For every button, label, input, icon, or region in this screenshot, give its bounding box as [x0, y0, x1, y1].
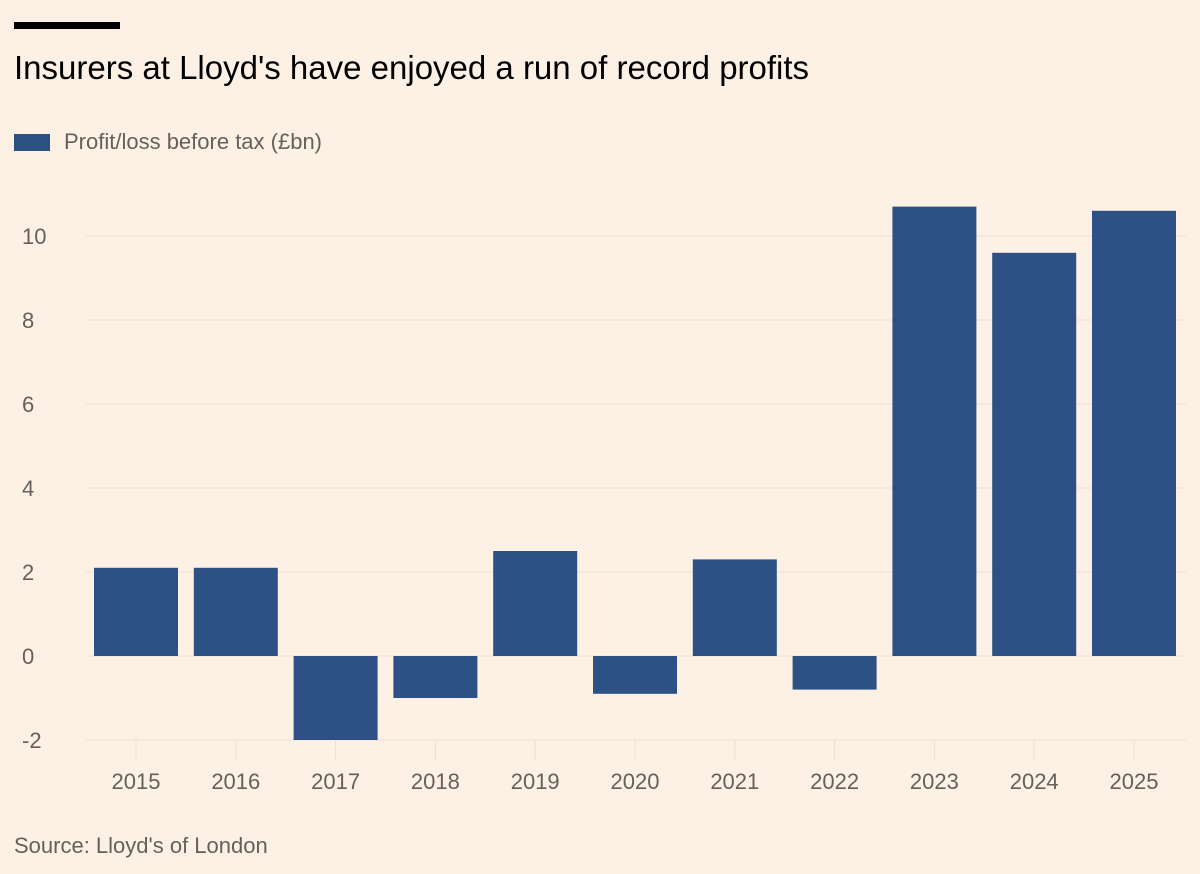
x-tick-label: 2018: [411, 769, 460, 794]
bar-2020: [593, 656, 677, 694]
bar-2018: [393, 656, 478, 698]
source-note: Source: Lloyd's of London: [14, 833, 268, 858]
y-tick-label: 10: [22, 224, 46, 249]
x-tick-label: 2025: [1110, 769, 1159, 794]
legend-label: Profit/loss before tax (£bn): [64, 129, 323, 154]
bar-2015: [94, 567, 178, 656]
x-tick-label: 2020: [611, 769, 660, 794]
y-axis-ticks: -2 0 2 4 6 8 10: [22, 224, 46, 753]
bar-2021: [692, 559, 777, 656]
chart-title: Insurers at Lloyd's have enjoyed a run o…: [14, 49, 810, 86]
x-axis-ticks: 2015 2016 2017 2018 2019 2020 2021 2022 2023 2024…: [112, 740, 1159, 794]
x-tick-label: 2022: [810, 769, 859, 794]
bar-2023: [892, 206, 977, 656]
x-tick-label: 2016: [211, 769, 260, 794]
bar-2019: [493, 551, 578, 656]
bar-2016: [193, 567, 278, 656]
bar-2024: [992, 252, 1077, 657]
title-rule: [14, 22, 120, 29]
y-tick-label: 0: [22, 644, 34, 669]
x-tick-label: 2015: [112, 769, 161, 794]
y-tick-label: -2: [22, 728, 42, 753]
bars: [94, 206, 1176, 740]
legend-swatch: [14, 133, 50, 151]
y-tick-label: 8: [22, 308, 34, 333]
legend: Profit/loss before tax (£bn): [14, 126, 322, 158]
x-tick-label: 2019: [511, 769, 560, 794]
x-tick-label: 2021: [710, 769, 759, 794]
x-tick-label: 2023: [910, 769, 959, 794]
y-tick-label: 4: [22, 476, 34, 501]
y-tick-label: 2: [22, 560, 34, 585]
x-tick-label: 2017: [311, 769, 360, 794]
bar-2025: [1092, 210, 1176, 657]
x-tick-label: 2024: [1010, 769, 1059, 794]
bar-2022: [792, 656, 877, 690]
y-tick-label: 6: [22, 392, 34, 417]
bar-2017: [293, 656, 378, 740]
